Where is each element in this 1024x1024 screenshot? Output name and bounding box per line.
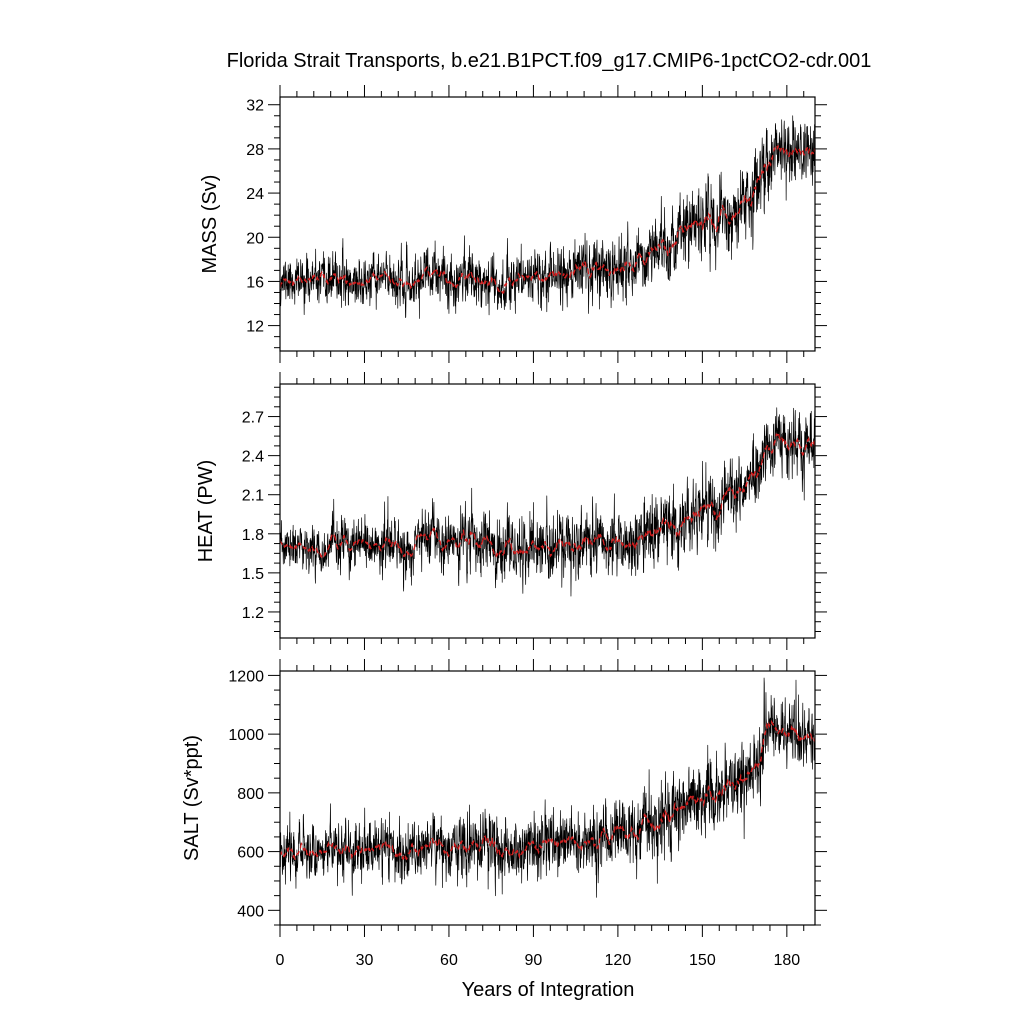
mass-y-tick-label: 16 [246,274,264,291]
heat-x-axis [279,372,805,650]
x-tick-label: 0 [276,952,285,969]
mass-y-axis-label: MASS (Sv) [199,175,221,274]
heat-y-tick-label: 2.4 [242,449,264,466]
x-tick-label: 90 [525,952,543,969]
x-tick-label: 30 [356,952,374,969]
mass-y-tick-label: 12 [246,319,264,336]
x-tick-label: 120 [605,952,632,969]
salt-plot-frame [279,670,816,926]
heat-series [280,407,815,597]
salt-y-tick-label: 1000 [228,727,264,744]
heat-smoothed-series-line [280,431,815,560]
mass-series [280,115,815,319]
salt-y-tick-label: 1200 [228,668,264,685]
x-tick-label: 60 [440,952,458,969]
heat-y-tick-label: 1.2 [242,605,264,622]
mass-x-axis [279,85,805,363]
salt-y-tick-label: 800 [237,786,264,803]
mass-y-tick-label: 28 [246,142,264,159]
salt-y-tick-label: 400 [237,903,264,920]
heat-y-tick-label: 1.5 [242,566,264,583]
heat-raw-series-line [280,407,815,597]
mass-y-tick-label: 32 [246,98,264,115]
x-axis-label: Years of Integration [462,979,635,1001]
heat-y-axis: 1.2 1.5 1.8 2.1 2.4 2.7 [242,386,827,632]
heat-y-tick-label: 1.8 [242,527,264,544]
heat-y-axis-label: HEAT (PW) [195,460,217,563]
mass-y-tick-label: 24 [246,186,264,203]
panel-salt: 400 600 800 1000 1200 0 30 60 90 120 150 180 SALT … [181,659,827,969]
mass-y-axis: 12 16 20 24 28 32 [246,98,827,349]
panel-mass: 12 16 20 24 28 32 MASS (Sv) [199,85,827,363]
heat-y-tick-label: 2.7 [242,410,264,427]
salt-y-axis-label: SALT (Sv*ppt) [181,735,203,861]
salt-smoothed-series-line [280,719,815,861]
x-tick-label: 180 [773,952,800,969]
mass-smoothed-series-line [280,145,815,294]
mass-y-tick-label: 20 [246,230,264,247]
salt-raw-series-line [280,677,815,898]
heat-y-tick-label: 2.1 [242,488,264,505]
salt-y-tick-label: 600 [237,845,264,862]
chart-title: Florida Strait Transports, b.e21.B1PCT.f… [227,50,872,72]
salt-series [280,677,815,898]
mass-plot-frame [279,96,816,352]
x-tick-label: 150 [689,952,716,969]
heat-plot-frame [279,383,816,639]
salt-y-axis: 400 600 800 1000 1200 [228,668,827,926]
salt-x-axis: 0 30 60 90 120 150 180 [276,659,805,969]
panel-heat: 1.2 1.5 1.8 2.1 2.4 2.7 HEAT (PW) [195,372,827,650]
